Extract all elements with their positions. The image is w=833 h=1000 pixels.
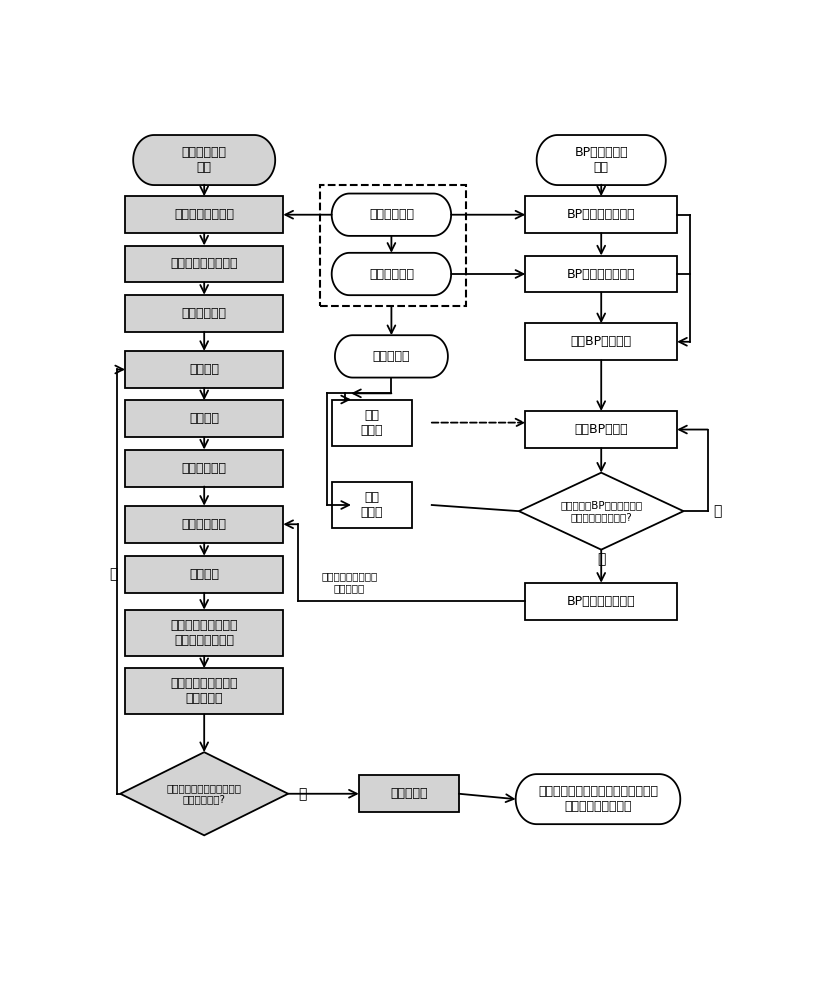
FancyBboxPatch shape	[526, 323, 677, 360]
Text: 对最优解进行解码，得到最优的发酵
控制参数，算法结束: 对最优解进行解码，得到最优的发酵 控制参数，算法结束	[538, 785, 658, 813]
FancyBboxPatch shape	[526, 583, 677, 620]
Text: 否: 否	[713, 504, 721, 518]
Text: BP神经网算法
开始: BP神经网算法 开始	[575, 146, 628, 174]
FancyBboxPatch shape	[125, 295, 283, 332]
FancyBboxPatch shape	[125, 556, 283, 593]
Text: 计算适应度値: 计算适应度値	[182, 518, 227, 531]
Text: 否: 否	[110, 567, 118, 581]
Text: 是: 是	[597, 552, 606, 566]
Text: 构建BP神经网络: 构建BP神经网络	[571, 335, 631, 348]
Polygon shape	[332, 194, 451, 236]
FancyBboxPatch shape	[125, 506, 283, 543]
FancyBboxPatch shape	[352, 335, 430, 378]
Polygon shape	[516, 774, 681, 824]
FancyBboxPatch shape	[526, 256, 677, 292]
Text: 变异算子: 变异算子	[189, 412, 219, 425]
Text: 是: 是	[299, 787, 307, 801]
Text: 训练
数据集: 训练 数据集	[361, 409, 383, 437]
FancyBboxPatch shape	[526, 411, 677, 448]
FancyBboxPatch shape	[125, 610, 283, 656]
Text: 训练BP神经网: 训练BP神经网	[575, 423, 628, 436]
Polygon shape	[335, 335, 448, 378]
FancyBboxPatch shape	[154, 135, 254, 185]
Text: 随机初始化抗体群体: 随机初始化抗体群体	[171, 257, 238, 270]
Text: 种群中最优个体的适应度値
是否不再变化?: 种群中最优个体的适应度値 是否不再变化?	[167, 783, 242, 805]
FancyBboxPatch shape	[526, 196, 677, 233]
Text: 交叉算子: 交叉算子	[189, 363, 219, 376]
FancyBboxPatch shape	[125, 351, 283, 388]
FancyBboxPatch shape	[332, 482, 412, 528]
FancyBboxPatch shape	[350, 253, 433, 295]
FancyBboxPatch shape	[125, 668, 283, 714]
Text: 发酵数据集: 发酵数据集	[372, 350, 410, 363]
Polygon shape	[332, 253, 451, 295]
Text: 输出最优解: 输出最优解	[390, 787, 427, 800]
Text: 发酵控制参数: 发酵控制参数	[369, 208, 414, 221]
Text: 作为免疫遗传算法的
适应度函数: 作为免疫遗传算法的 适应度函数	[322, 571, 377, 593]
Text: 免疫遗传算法
开始: 免疫遗传算法 开始	[182, 146, 227, 174]
Polygon shape	[536, 135, 666, 185]
Text: BP神经网训练合格: BP神经网训练合格	[567, 595, 636, 608]
Text: 计算抗体的浓度値，
执行免疫平衡算子: 计算抗体的浓度値， 执行免疫平衡算子	[171, 619, 238, 647]
Text: 经过训练的BP神经网络是否
能准确预测发酵产量?: 经过训练的BP神经网络是否 能准确预测发酵产量?	[560, 500, 642, 522]
FancyBboxPatch shape	[332, 400, 412, 446]
Text: 依据概率选择个体组
成新的种群: 依据概率选择个体组 成新的种群	[171, 677, 238, 705]
Polygon shape	[120, 752, 288, 835]
Polygon shape	[133, 135, 275, 185]
FancyBboxPatch shape	[125, 400, 283, 437]
FancyBboxPatch shape	[350, 194, 433, 236]
FancyBboxPatch shape	[125, 450, 283, 487]
Text: 测试
数据集: 测试 数据集	[361, 491, 383, 519]
FancyBboxPatch shape	[125, 246, 283, 282]
FancyBboxPatch shape	[557, 135, 645, 185]
FancyBboxPatch shape	[359, 775, 459, 812]
Text: 发酵产品产量: 发酵产品产量	[369, 267, 414, 280]
Polygon shape	[519, 473, 684, 550]
FancyBboxPatch shape	[536, 774, 659, 824]
FancyBboxPatch shape	[125, 196, 283, 233]
Text: 疫苗接种算子: 疫苗接种算子	[182, 462, 227, 475]
Text: 免疫检测: 免疫检测	[189, 568, 219, 581]
Text: BP神经网络输入层: BP神经网络输入层	[567, 208, 636, 221]
Text: BP神经网络输出层: BP神经网络输出层	[567, 267, 636, 280]
Text: 发酵控制参数编码: 发酵控制参数编码	[174, 208, 234, 221]
Text: 提取疫苗算子: 提取疫苗算子	[182, 307, 227, 320]
